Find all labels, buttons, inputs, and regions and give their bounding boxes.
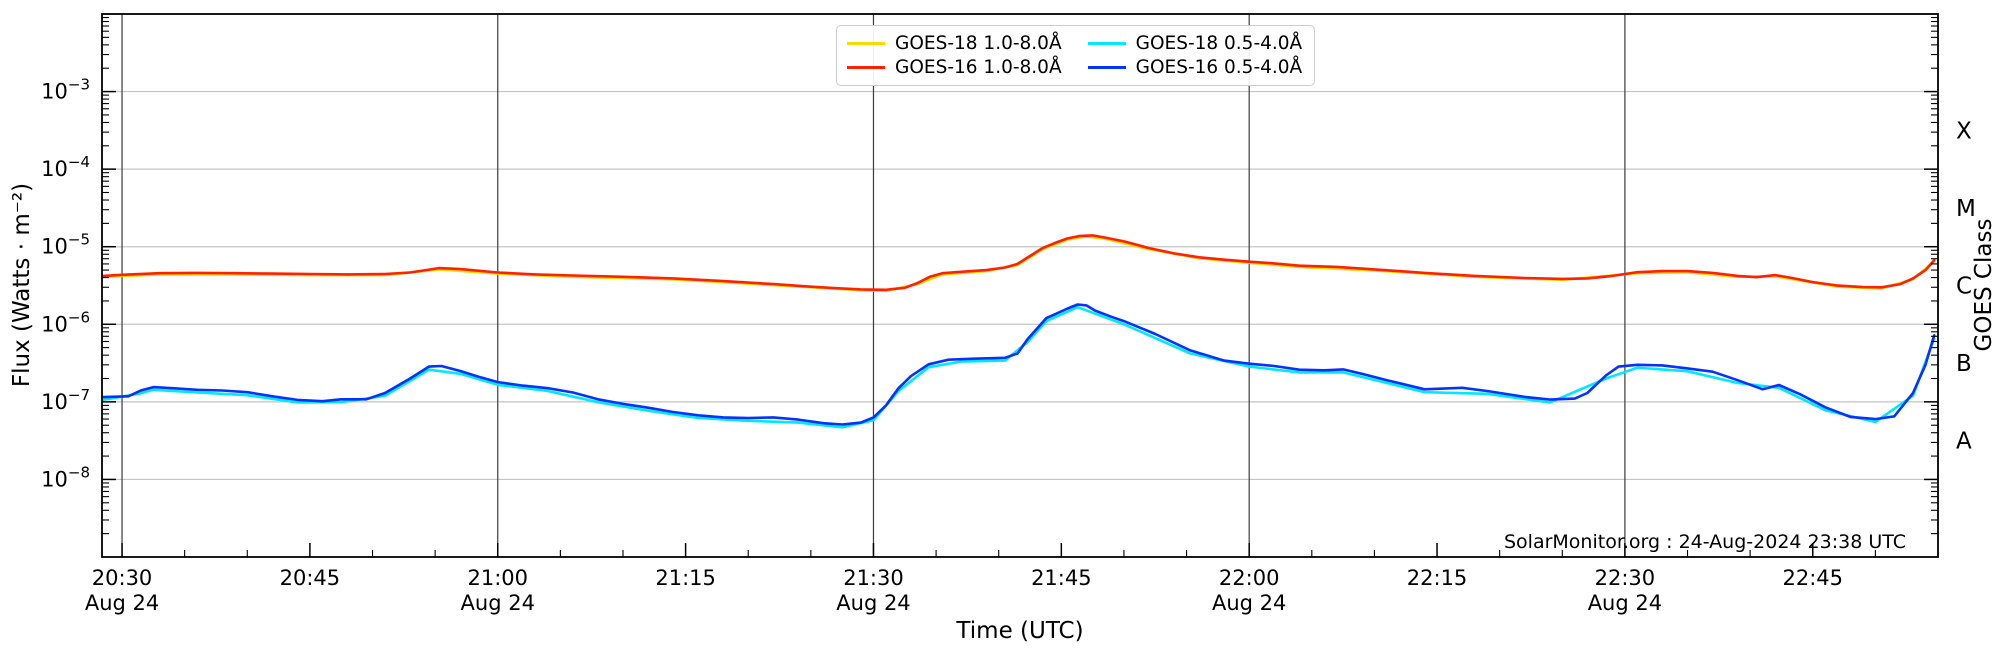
goes-class-letter-x: X [1956, 118, 1972, 144]
legend-item: GOES-16 0.5-4.0Å [1087, 57, 1303, 78]
x-tick-date-label: Aug 24 [85, 591, 159, 615]
y-tick-label: 10−5 [41, 231, 90, 259]
x-tick-date-label: Aug 24 [836, 591, 910, 615]
x-tick-label: 22:30 [1595, 566, 1656, 590]
x-tick-date-label: Aug 24 [1588, 591, 1662, 615]
right-axis-label: GOES Class [1971, 218, 1997, 352]
x-axis-label: Time (UTC) [956, 618, 1084, 644]
attribution-text: SolarMonitor.org : 24-Aug-2024 23:38 UTC [1503, 531, 1906, 553]
x-tick-label: 22:15 [1407, 566, 1468, 590]
x-tick-label: 20:45 [280, 566, 341, 590]
x-tick-label: 21:45 [1031, 566, 1092, 590]
y-tick-label: 10−6 [41, 308, 90, 336]
legend-line-swatch [847, 66, 885, 69]
x-tick-label: 21:30 [843, 566, 904, 590]
legend-item: GOES-18 0.5-4.0Å [1087, 33, 1303, 54]
x-tick-label: 22:00 [1219, 566, 1280, 590]
x-tick-label: 21:00 [467, 566, 528, 590]
legend-box: GOES-18 1.0-8.0Å GOES-18 0.5-4.0Å GOES-16 … [836, 25, 1316, 86]
y-tick-label: 10−7 [41, 386, 90, 414]
legend-line-swatch [1087, 66, 1126, 69]
x-tick-date-label: Aug 24 [1212, 591, 1286, 615]
legend-label: GOES-18 0.5-4.0Å [1135, 33, 1303, 54]
goes-class-letter-a: A [1956, 429, 1972, 455]
legend-item: GOES-18 1.0-8.0Å [847, 33, 1062, 54]
x-tick-label: 20:30 [92, 566, 153, 590]
x-tick-date-label: Aug 24 [461, 591, 535, 615]
legend-label: GOES-16 0.5-4.0Å [1135, 57, 1303, 78]
series-line-goes-18-0.5-4.0- [102, 305, 1936, 429]
y-tick-label: 10−8 [41, 463, 90, 491]
goes-class-letter-b: B [1956, 351, 1972, 377]
goes-class-letter-c: C [1956, 274, 1972, 300]
y-axis-label: Flux (Watts · m⁻²) [9, 182, 35, 388]
legend-line-swatch [1087, 42, 1126, 45]
x-tick-label: 22:45 [1782, 566, 1843, 590]
goes-class-letter-m: M [1956, 196, 1976, 222]
y-tick-label: 10−4 [41, 153, 90, 181]
plot-border [101, 13, 1939, 558]
y-tick-label: 10−3 [41, 76, 90, 104]
legend-line-swatch [847, 42, 885, 45]
legend-label: GOES-18 1.0-8.0Å [895, 33, 1062, 54]
series-line-goes-16-1.0-8.0- [102, 234, 1936, 292]
x-tick-label: 21:15 [655, 566, 716, 590]
legend-item: GOES-16 1.0-8.0Å [847, 57, 1062, 78]
legend-label: GOES-16 1.0-8.0Å [895, 57, 1062, 78]
series-line-goes-16-0.5-4.0- [102, 303, 1936, 426]
